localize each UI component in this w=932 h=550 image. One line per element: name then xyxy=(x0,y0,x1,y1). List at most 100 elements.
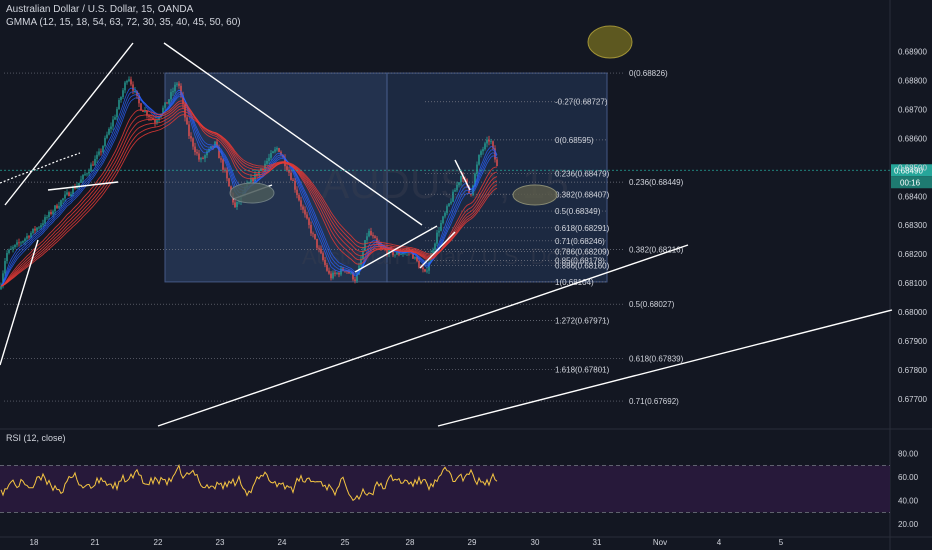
candle-body xyxy=(466,179,468,186)
rsi-y-tick-label: 60.00 xyxy=(898,473,919,482)
candle-body xyxy=(132,84,134,91)
x-tick-label: 21 xyxy=(91,538,100,547)
candle-body xyxy=(424,269,426,272)
candle-body xyxy=(64,194,66,199)
candle-body xyxy=(6,253,8,262)
candle-body xyxy=(208,148,210,152)
candle-body xyxy=(336,272,338,274)
candle-body xyxy=(206,151,208,156)
candle-body xyxy=(116,109,118,118)
fib2-level-label: -0.27(0.68727) xyxy=(555,98,608,107)
rsi-label: RSI (12, close) xyxy=(6,433,66,443)
highlight-ellipse xyxy=(229,182,275,204)
candle-body xyxy=(370,231,372,236)
candle-body xyxy=(328,270,330,274)
candle-body xyxy=(148,115,150,117)
x-tick-label: 22 xyxy=(154,538,163,547)
candle-body xyxy=(164,102,166,108)
candle-body xyxy=(66,192,68,195)
candle-body xyxy=(126,80,128,83)
candle-body xyxy=(266,160,268,164)
y-tick-label: 0.68500 xyxy=(898,163,927,172)
candle-body xyxy=(144,110,146,113)
candle-body xyxy=(262,168,264,170)
fib2-level-label: 0.886(0.68160) xyxy=(555,262,610,271)
fib2-level-label: 1.272(0.67971) xyxy=(555,316,610,325)
candle-body xyxy=(130,79,132,85)
candle-body xyxy=(202,158,204,159)
candle-body xyxy=(274,149,276,152)
candle-body xyxy=(348,271,350,274)
candle-body xyxy=(180,85,182,96)
candle-body xyxy=(94,158,96,166)
candle-body xyxy=(256,173,258,176)
candle-body xyxy=(338,272,340,275)
candle-body xyxy=(326,264,328,271)
candle-body xyxy=(458,182,460,185)
countdown-badge xyxy=(891,176,932,189)
candle-body xyxy=(298,194,300,201)
candle-body xyxy=(484,143,486,150)
trend-line xyxy=(47,181,119,191)
candle-body xyxy=(236,201,238,208)
candle-body xyxy=(10,248,12,250)
candle-body xyxy=(318,247,320,249)
candle-body xyxy=(426,270,428,272)
x-tick-label: 30 xyxy=(531,538,540,547)
candle-body xyxy=(450,201,452,204)
candle-body xyxy=(452,191,454,202)
candle-body xyxy=(496,159,498,167)
trend-line xyxy=(157,244,689,427)
gmma-slow-line xyxy=(0,114,498,287)
candle-body xyxy=(482,149,484,152)
candle-body xyxy=(308,218,310,225)
fib2-level-label: 0.5(0.68349) xyxy=(555,207,601,216)
candle-body xyxy=(102,146,104,153)
rsi-y-tick-label: 40.00 xyxy=(898,497,919,506)
x-tick-label: 24 xyxy=(278,538,287,547)
candle-body xyxy=(292,179,294,181)
indicator-label: GMMA (12, 15, 18, 54, 63, 72, 30, 35, 40… xyxy=(6,17,241,28)
candle-body xyxy=(44,217,46,224)
x-tick-label: 25 xyxy=(341,538,350,547)
candle-body xyxy=(108,128,110,135)
candle-body xyxy=(98,151,100,155)
y-tick-label: 0.67700 xyxy=(898,395,927,404)
candle-body xyxy=(428,262,430,271)
candle-body xyxy=(14,244,16,248)
candle-body xyxy=(444,212,446,217)
x-tick-label: 28 xyxy=(406,538,415,547)
candle-body xyxy=(104,137,106,147)
x-tick-label: 5 xyxy=(779,538,784,547)
candle-body xyxy=(252,178,254,182)
candle-body xyxy=(134,90,136,92)
candle-body xyxy=(140,103,142,111)
candle-body xyxy=(438,230,440,233)
candle-body xyxy=(312,233,314,235)
candle-body xyxy=(158,117,160,121)
fib2-level-label: 0.382(0.68407) xyxy=(555,190,610,199)
candle-body xyxy=(166,102,168,104)
candle-body xyxy=(192,138,194,147)
candle-body xyxy=(146,110,148,116)
trend-line xyxy=(419,231,456,269)
candle-body xyxy=(374,236,376,239)
candle-body xyxy=(296,189,298,195)
candle-body xyxy=(190,136,192,139)
candle-body xyxy=(200,158,202,160)
candle-body xyxy=(454,190,456,192)
candle-body xyxy=(238,201,240,203)
candle-body xyxy=(142,110,144,113)
candle-body xyxy=(394,254,396,256)
fib1-level-label: 0(0.68826) xyxy=(629,69,668,78)
candle-body xyxy=(74,187,76,189)
candle-body xyxy=(184,104,186,118)
fib2-level-label: 0.71(0.68246) xyxy=(555,237,605,246)
candle-body xyxy=(270,153,272,158)
candle-body xyxy=(196,152,198,154)
candle-body xyxy=(204,155,206,159)
candle-body xyxy=(488,139,490,142)
candle-body xyxy=(324,260,326,265)
candle-body xyxy=(152,117,154,120)
